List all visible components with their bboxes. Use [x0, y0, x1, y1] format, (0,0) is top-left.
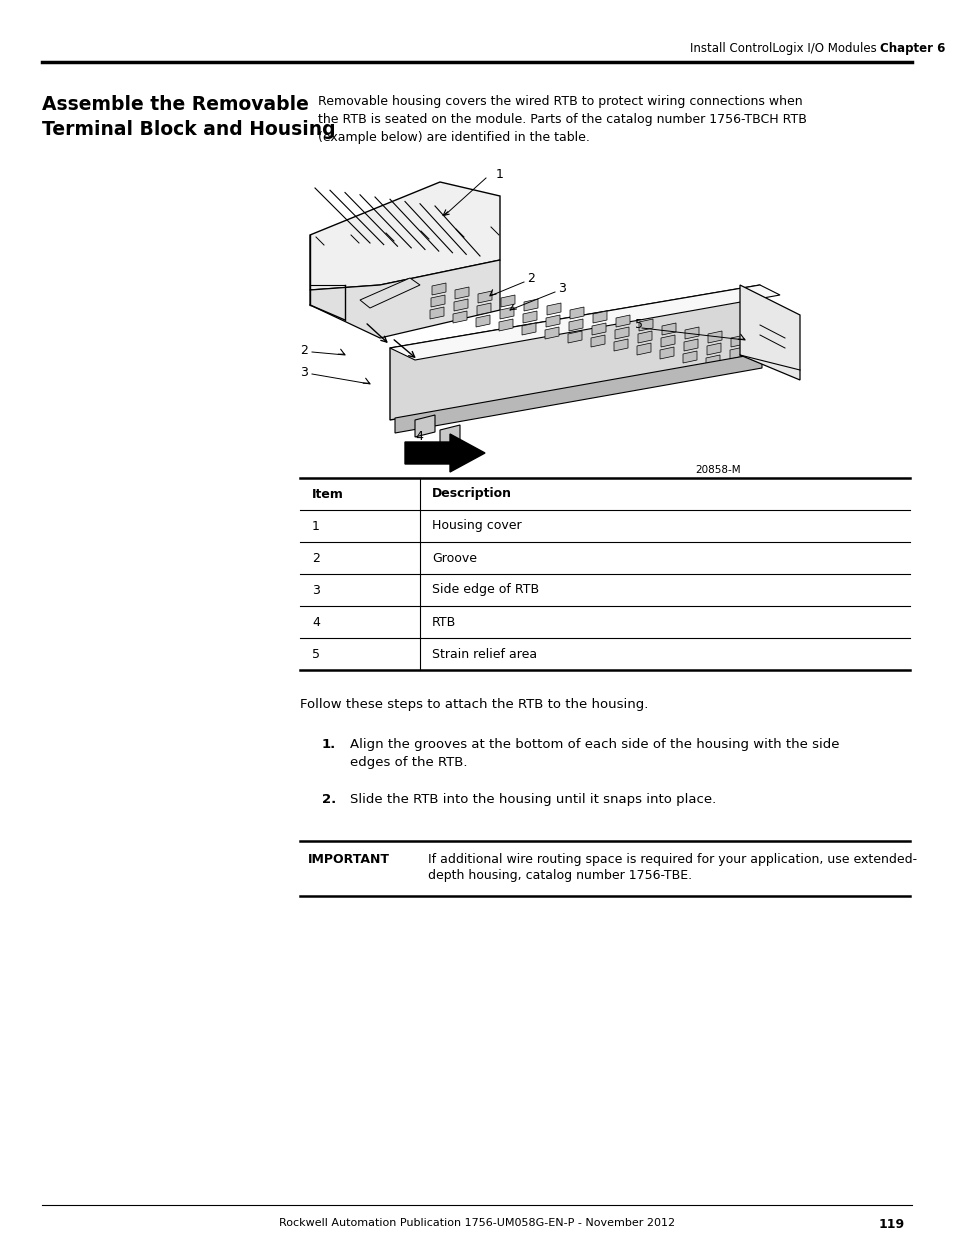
Text: 4: 4 [415, 431, 422, 443]
Text: Install ControlLogix I/O Modules: Install ControlLogix I/O Modules [689, 42, 876, 56]
Polygon shape [395, 353, 761, 433]
Text: Removable housing covers the wired RTB to protect wiring connections when: Removable housing covers the wired RTB t… [317, 95, 801, 107]
Polygon shape [661, 324, 676, 335]
Text: 2: 2 [312, 552, 319, 564]
Polygon shape [546, 303, 560, 315]
Polygon shape [615, 327, 628, 338]
Polygon shape [568, 319, 582, 331]
Text: depth housing, catalog number 1756-TBE.: depth housing, catalog number 1756-TBE. [428, 869, 691, 882]
Polygon shape [476, 315, 490, 327]
Text: IMPORTANT: IMPORTANT [308, 853, 390, 866]
Polygon shape [659, 347, 673, 359]
Polygon shape [431, 295, 444, 308]
Text: Strain relief area: Strain relief area [432, 647, 537, 661]
Polygon shape [430, 308, 443, 319]
Polygon shape [545, 315, 559, 327]
Polygon shape [439, 425, 459, 447]
Text: 5: 5 [312, 647, 319, 661]
Polygon shape [592, 324, 605, 335]
Polygon shape [683, 338, 698, 351]
Polygon shape [521, 324, 536, 335]
Polygon shape [432, 283, 446, 295]
Polygon shape [455, 287, 469, 299]
Text: 5: 5 [635, 319, 642, 331]
Text: RTB: RTB [432, 615, 456, 629]
Text: Assemble the Removable: Assemble the Removable [42, 95, 309, 114]
Polygon shape [614, 338, 627, 351]
Polygon shape [705, 354, 720, 367]
Text: Side edge of RTB: Side edge of RTB [432, 583, 538, 597]
Polygon shape [684, 327, 699, 338]
Text: 3: 3 [312, 583, 319, 597]
Polygon shape [477, 291, 492, 303]
Text: 1: 1 [312, 520, 319, 532]
Polygon shape [310, 261, 499, 338]
Text: Description: Description [432, 488, 512, 500]
Polygon shape [729, 347, 743, 359]
Text: 2.: 2. [322, 793, 335, 806]
Polygon shape [359, 278, 419, 308]
Text: 3: 3 [558, 282, 565, 294]
Polygon shape [616, 315, 629, 327]
Text: Terminal Block and Housing: Terminal Block and Housing [42, 120, 335, 140]
Polygon shape [390, 285, 760, 420]
Text: Item: Item [312, 488, 343, 500]
Polygon shape [707, 331, 721, 343]
Text: Groove: Groove [432, 552, 476, 564]
Polygon shape [500, 295, 515, 308]
Polygon shape [660, 335, 675, 347]
Polygon shape [682, 351, 697, 363]
Polygon shape [569, 308, 583, 319]
Text: Housing cover: Housing cover [432, 520, 521, 532]
Polygon shape [522, 311, 537, 324]
Text: 119: 119 [878, 1218, 904, 1231]
Polygon shape [476, 303, 491, 315]
Polygon shape [740, 285, 800, 380]
Polygon shape [590, 335, 604, 347]
Text: 1.: 1. [322, 739, 335, 751]
Text: Chapter 6: Chapter 6 [879, 42, 944, 56]
Text: (example below) are identified in the table.: (example below) are identified in the ta… [317, 131, 589, 144]
Polygon shape [728, 359, 742, 370]
Text: 20858-M: 20858-M [695, 466, 740, 475]
Polygon shape [415, 415, 435, 437]
Polygon shape [454, 299, 468, 311]
Text: Align the grooves at the bottom of each side of the housing with the side
edges : Align the grooves at the bottom of each … [350, 739, 839, 769]
Polygon shape [706, 343, 720, 354]
Text: Slide the RTB into the housing until it snaps into place.: Slide the RTB into the housing until it … [350, 793, 716, 806]
Polygon shape [310, 182, 499, 290]
Text: 2: 2 [300, 343, 308, 357]
Polygon shape [730, 335, 744, 347]
Polygon shape [498, 319, 513, 331]
Text: Follow these steps to attach the RTB to the housing.: Follow these steps to attach the RTB to … [299, 698, 648, 711]
Polygon shape [523, 299, 537, 311]
Polygon shape [593, 311, 606, 324]
Text: the RTB is seated on the module. Parts of the catalog number 1756-TBCH RTB: the RTB is seated on the module. Parts o… [317, 112, 806, 126]
Polygon shape [453, 311, 467, 324]
Polygon shape [499, 308, 514, 319]
Text: If additional wire routing space is required for your application, use extended-: If additional wire routing space is requ… [428, 853, 916, 866]
Polygon shape [638, 331, 651, 343]
Text: 1: 1 [496, 168, 503, 182]
Text: 4: 4 [312, 615, 319, 629]
Text: 2: 2 [526, 272, 535, 284]
Text: 3: 3 [300, 366, 308, 378]
Polygon shape [567, 331, 581, 343]
Polygon shape [637, 343, 650, 354]
Polygon shape [390, 285, 780, 359]
Polygon shape [544, 327, 558, 338]
Text: Rockwell Automation Publication 1756-UM058G-EN-P - November 2012: Rockwell Automation Publication 1756-UM0… [278, 1218, 675, 1228]
FancyArrow shape [405, 433, 484, 472]
Polygon shape [639, 319, 652, 331]
